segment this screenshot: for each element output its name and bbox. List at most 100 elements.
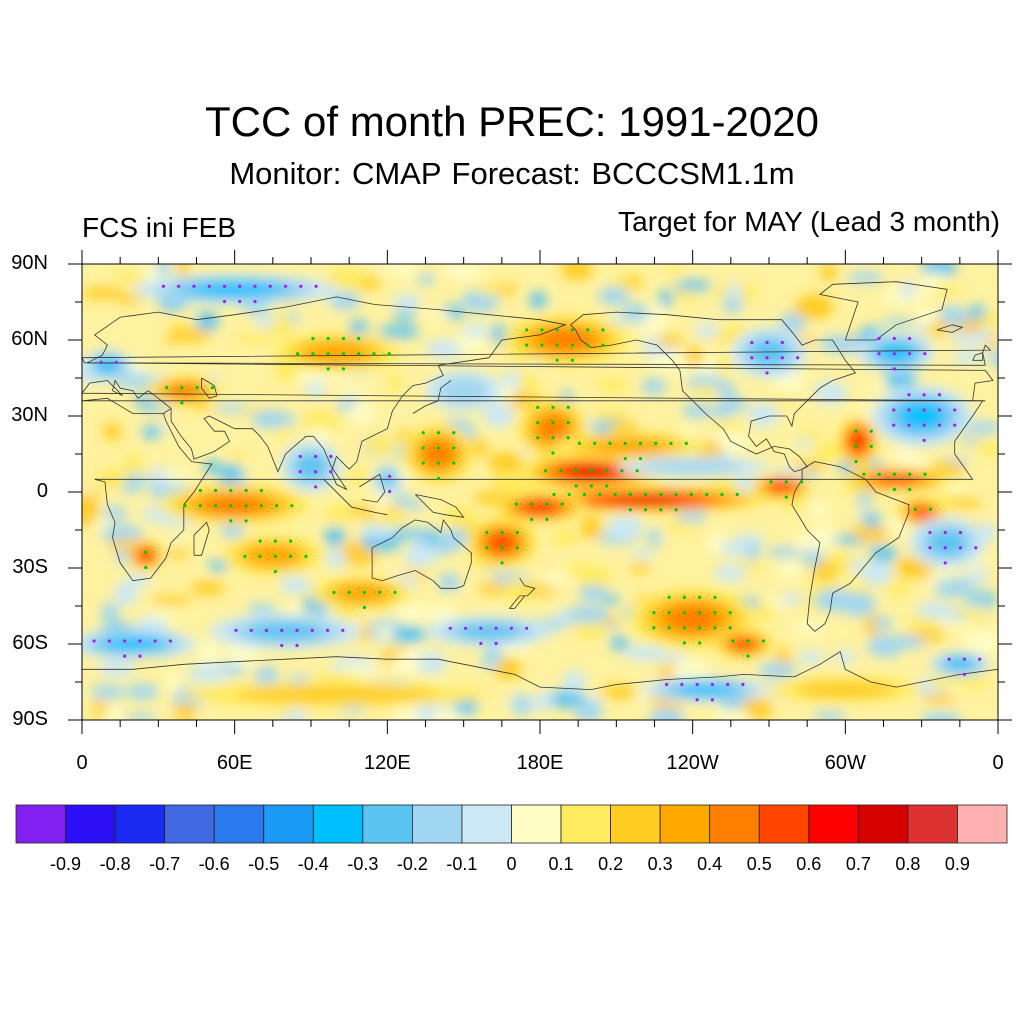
sig-dot-positive [698,610,702,615]
sig-dot-negative [695,682,699,687]
sig-dot-positive [485,530,489,535]
field-patch [813,524,834,542]
field-patch [438,572,461,592]
sig-dot-positive [387,352,391,356]
sig-dot-negative [765,371,769,375]
sig-dot-positive [854,444,858,448]
colorbar-box [758,804,810,844]
sig-dot-positive [421,461,425,465]
y-tick-label: 0 [36,480,48,502]
field-patch [93,700,107,719]
field-blob [107,637,159,651]
field-patch [579,516,603,540]
sig-dot-positive [273,554,277,558]
sig-dot-positive [545,517,549,521]
sig-dot-positive [674,492,678,497]
field-patch [727,281,741,302]
field-blob [928,530,967,556]
field-patch [933,578,975,598]
sig-dot-negative [310,628,314,632]
field-patch [98,660,135,677]
field-blob [679,684,731,695]
sig-dot-positive [698,626,702,630]
sig-dot-positive [869,444,873,448]
sig-dot-positive [566,420,570,425]
sig-dot-positive [296,352,300,356]
sig-dot-positive [638,441,643,445]
field-patch [208,560,229,571]
field-patch [656,335,685,347]
sig-dot-positive [720,492,724,497]
field-patch [793,621,826,635]
field-patch [446,506,477,530]
sig-dot-positive [713,626,717,630]
coastline [371,518,472,589]
field-patch [684,346,704,367]
sig-dot-negative [388,489,392,494]
sig-dot-negative [937,423,942,427]
sig-dot-negative [962,672,967,677]
sig-dot-positive [500,546,504,550]
field-patch [376,264,419,271]
field-patch [563,670,586,693]
sig-dot-positive [304,554,308,558]
sig-dot-positive [560,502,564,506]
sig-dot-positive [682,595,686,599]
field-patch [393,603,429,621]
field-patch [980,313,998,327]
field-blob [641,459,744,474]
colorbar-box [560,804,611,844]
colorbar-label: -0.6 [198,854,230,874]
sig-dot-positive [682,626,686,630]
sig-dot-negative [892,367,896,371]
field-blob [336,584,388,603]
field-patch [818,335,863,353]
field-patch [421,311,454,320]
sig-dot-negative [750,340,754,345]
field-patch [315,672,360,681]
field-patch [337,387,369,397]
sig-dot-negative [947,657,951,661]
field-patch [665,290,700,301]
sig-dot-negative [107,639,111,643]
coastline [323,479,388,516]
sig-dot-positive [551,420,555,425]
sig-dot-positive [311,336,315,341]
field-patch [155,264,171,276]
field-patch [848,559,864,573]
field-patch [641,377,667,395]
field-patch [96,468,128,490]
field-patch [326,548,346,569]
sig-dot-positive [892,487,897,492]
sig-dot-positive [515,530,519,535]
sig-dot-negative [494,641,498,646]
sig-dot-positive [589,484,593,488]
sig-dot-negative [494,626,498,630]
sig-dot-negative [892,336,896,341]
x-tick-label: 0 [76,752,88,774]
field-patch [886,579,910,598]
sig-dot-negative [922,408,926,412]
colorbar-box [114,804,166,844]
colorbar-box [213,804,265,844]
coastline [82,650,998,691]
field-patch [199,641,220,664]
field-patch [103,707,124,720]
sig-dot-positive [623,456,627,461]
sig-dot-positive [536,420,540,425]
field-patch [327,267,365,291]
sig-dot-negative [780,340,784,345]
colorbar-label: 0.3 [647,854,673,874]
field-patch [944,314,970,325]
field-patch [918,284,931,295]
field-blob [168,384,200,397]
axis-ticks [68,250,1012,734]
field-patch [630,549,656,559]
field-patch [117,294,141,304]
field-blob [772,483,791,491]
field-patch [573,701,603,720]
sig-dot-positive [341,336,346,341]
sig-dot-positive [586,328,590,332]
field-patch [233,648,257,658]
sig-dot-negative [877,352,881,356]
